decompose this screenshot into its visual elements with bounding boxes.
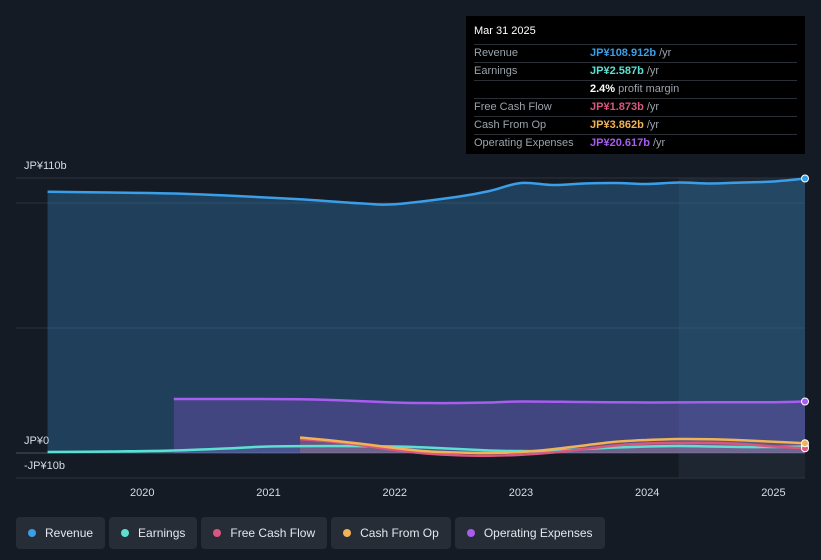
tooltip-row-profit-margin: 2.4% profit margin	[474, 80, 797, 98]
tooltip-unit: profit margin	[618, 83, 680, 95]
tooltip-row-revenue: Revenue JP¥108.912b /yr	[474, 44, 797, 62]
tooltip-unit: /yr	[646, 65, 660, 77]
series-line-free-cash-flow	[299, 437, 806, 458]
series-area-operating-expenses	[173, 398, 806, 453]
legend-dot-icon	[466, 529, 475, 537]
series-area-cash-from-op	[300, 437, 805, 454]
legend-label: Cash From Op	[360, 526, 439, 540]
y-tick-label: -JP¥10b	[24, 460, 65, 472]
tooltip-row-cash-from-op: Cash From Op JP¥3.862b /yr	[474, 116, 797, 134]
tooltip-value: JP¥1.873b	[590, 101, 644, 113]
legend-item-free-cash-flow[interactable]: Free Cash Flow	[201, 517, 328, 549]
series-endpoint-cash-from-op	[801, 439, 809, 448]
series-line-cash-from-op	[299, 436, 806, 455]
tooltip-date: Mar 31 2025	[474, 25, 536, 37]
tooltip-row-operating-expenses: Operating Expenses JP¥20.617b /yr	[474, 134, 797, 152]
legend-dot-icon	[28, 529, 36, 537]
tooltip-value: JP¥2.587b	[590, 65, 644, 77]
tooltip-unit: /yr	[659, 47, 672, 59]
series-line-operating-expenses	[173, 397, 806, 405]
legend-label: Earnings	[138, 526, 186, 540]
legend-item-earnings[interactable]: Earnings	[109, 517, 198, 549]
tooltip-label: Operating Expenses	[474, 137, 574, 149]
tooltip-unit: /yr	[652, 137, 666, 149]
x-tick-label: 2020	[130, 487, 154, 499]
legend-label: Free Cash Flow	[230, 526, 316, 540]
series-line-revenue	[47, 177, 806, 206]
tooltip-label: Revenue	[474, 47, 519, 59]
x-tick-label: 2024	[635, 487, 659, 499]
tooltip-value: JP¥20.617b	[590, 137, 650, 149]
tooltip-value: JP¥108.912b	[590, 47, 657, 59]
legend: Revenue Earnings Free Cash Flow Cash Fro…	[16, 517, 605, 549]
x-tick-label: 2021	[256, 487, 280, 499]
x-axis-labels: 2020 2021 2022 2023 2024 2025	[130, 487, 786, 499]
tooltip-row-free-cash-flow: Free Cash Flow JP¥1.873b /yr	[474, 98, 797, 116]
tooltip-label	[474, 81, 590, 98]
y-tick-label: JP¥0	[24, 435, 49, 447]
legend-item-operating-expenses[interactable]: Operating Expenses	[454, 517, 605, 549]
tooltip: Mar 31 2025 Revenue JP¥108.912b /yr Earn…	[466, 16, 805, 154]
legend-dot-icon	[343, 529, 352, 537]
series-endpoint-revenue	[801, 174, 809, 183]
series-areas	[47, 178, 806, 456]
legend-item-revenue[interactable]: Revenue	[16, 517, 106, 549]
legend-label: Operating Expenses	[483, 526, 593, 540]
series-endpoint-operating-expenses	[801, 397, 809, 406]
series-area-revenue	[47, 178, 806, 453]
series-lines	[47, 177, 806, 458]
y-tick-label: JP¥110b	[24, 160, 67, 172]
x-tick-label: 2022	[382, 487, 406, 499]
legend-item-cash-from-op[interactable]: Cash From Op	[331, 517, 451, 549]
tooltip-label: Cash From Op	[474, 119, 547, 131]
tooltip-unit: /yr	[646, 101, 660, 113]
tooltip-unit: /yr	[646, 119, 660, 131]
tooltip-row-earnings: Earnings JP¥2.587b /yr	[474, 62, 797, 80]
series-endpoints	[801, 174, 809, 453]
x-tick-label: 2023	[509, 487, 533, 499]
legend-dot-icon	[213, 529, 222, 537]
x-tick-label: 2025	[761, 487, 785, 499]
legend-label: Revenue	[45, 526, 94, 540]
tooltip-value: 2.4%	[590, 83, 616, 95]
tooltip-value: JP¥3.862b	[590, 119, 644, 131]
tooltip-label: Free Cash Flow	[474, 101, 552, 113]
legend-dot-icon	[121, 529, 130, 537]
y-axis-labels: JP¥110b JP¥0 -JP¥10b	[24, 160, 67, 472]
tooltip-label: Earnings	[474, 65, 518, 77]
